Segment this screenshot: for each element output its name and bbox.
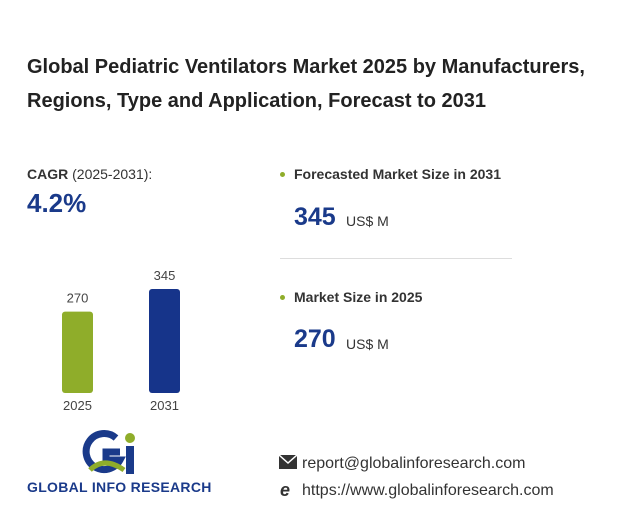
title: Global Pediatric Ventilators Market 2025… <box>27 56 585 112</box>
stat-unit: US$ M <box>346 336 389 352</box>
stat-unit: US$ M <box>346 213 389 229</box>
stat-label: Market Size in 2025 <box>294 289 423 305</box>
x-tick-label: 2025 <box>63 398 92 413</box>
cagr-period: (2025-2031): <box>72 166 153 182</box>
logo-text: GLOBAL INFO RESEARCH <box>27 479 212 495</box>
web-icon: e <box>280 481 290 499</box>
cagr: CAGR (2025-2031): <box>27 166 152 182</box>
svg-text:e: e <box>280 481 290 499</box>
stat-value: 345 <box>294 203 336 231</box>
separator <box>280 258 512 259</box>
bar <box>62 311 93 393</box>
bar <box>149 289 180 393</box>
stat-label: Forecasted Market Size in 2031 <box>294 166 501 182</box>
chart: 270 2025 345 2031 <box>62 268 180 413</box>
bullet <box>280 172 285 177</box>
logo-mark <box>82 430 135 474</box>
value-label: 270 <box>67 291 89 306</box>
website[interactable]: https://www.globalinforesearch.com <box>302 482 554 499</box>
cagr-value: 4.2% <box>27 188 87 218</box>
cagr-label: CAGR <box>27 166 69 182</box>
bullet <box>280 295 285 300</box>
value-label: 345 <box>154 268 176 283</box>
email-icon <box>279 455 297 469</box>
x-tick-label: 2031 <box>150 398 179 413</box>
email[interactable]: report@globalinforesearch.com <box>302 455 526 472</box>
stat-value: 270 <box>294 325 336 353</box>
